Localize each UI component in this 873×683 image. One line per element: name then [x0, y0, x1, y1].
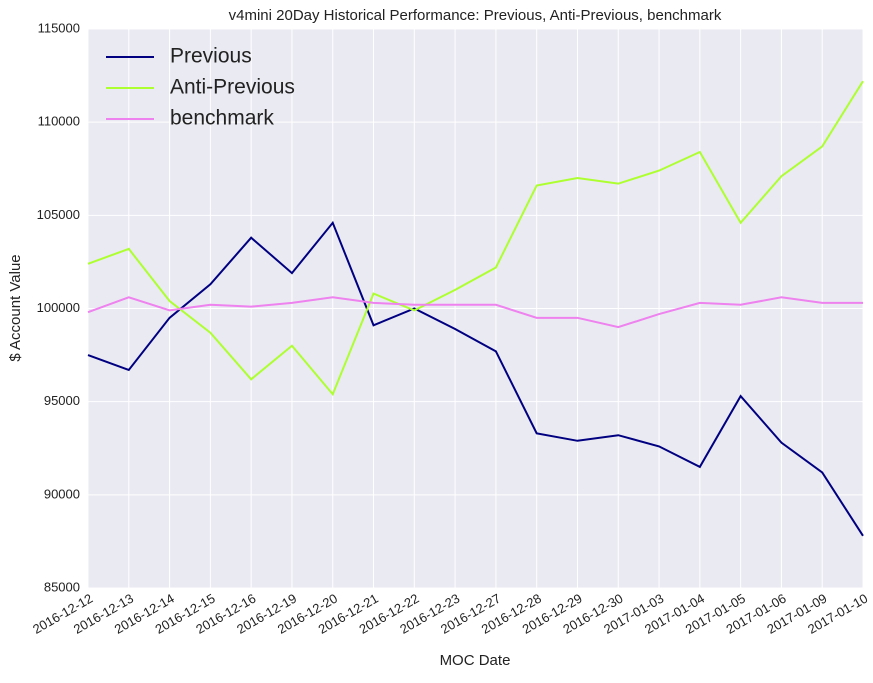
y-tick-label: 85000 [44, 579, 80, 594]
y-tick-label: 110000 [38, 114, 80, 129]
legend-label: Anti-Previous [170, 76, 295, 99]
y-axis-label: $ Account Value [7, 254, 24, 361]
line-series [87, 220, 864, 537]
y-tick-label: 95000 [44, 393, 80, 408]
legend-label: benchmark [170, 107, 274, 130]
line-series [87, 296, 863, 329]
line-series [87, 80, 864, 397]
y-tick-label: 105000 [37, 207, 80, 222]
y-tick-label: 90000 [44, 486, 80, 501]
y-tick-label: 115000 [38, 20, 80, 35]
x-axis-label: MOC Date [440, 652, 511, 669]
y-tick-label: 100000 [37, 300, 80, 315]
chart-title: v4mini 20Day Historical Performance: Pre… [229, 7, 722, 24]
legend-label: Previous [170, 45, 252, 68]
